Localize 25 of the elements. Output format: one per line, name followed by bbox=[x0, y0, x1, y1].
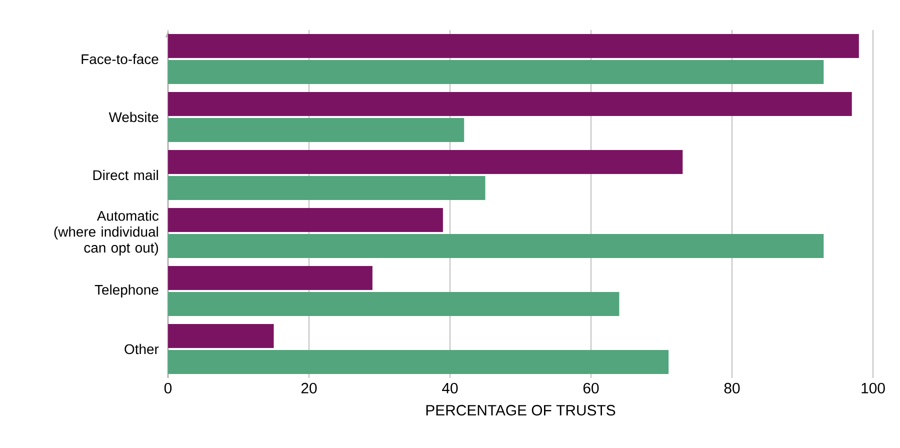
bar bbox=[168, 234, 824, 258]
bar bbox=[168, 292, 620, 316]
x-tick-label: 20 bbox=[301, 382, 317, 394]
bar bbox=[168, 92, 852, 116]
bar bbox=[168, 60, 824, 84]
x-axis-title: PERCENTAGE OF TRUSTS bbox=[426, 404, 616, 416]
x-tick-label: 0 bbox=[164, 382, 172, 394]
x-tick-label: 80 bbox=[724, 382, 740, 394]
y-tick-label: Website bbox=[108, 112, 158, 122]
bar bbox=[168, 266, 372, 290]
bar bbox=[168, 208, 443, 232]
x-tick-label: 40 bbox=[442, 382, 458, 394]
x-tick-label: 60 bbox=[583, 382, 599, 394]
y-tick-label: Direct mail bbox=[93, 170, 158, 180]
x-tick-label: 100 bbox=[862, 382, 885, 394]
y-tick-label: Other bbox=[124, 344, 159, 354]
y-tick-label: Telephone bbox=[94, 284, 158, 298]
bar bbox=[168, 118, 464, 142]
bar bbox=[168, 324, 274, 348]
bar bbox=[168, 34, 859, 58]
bar bbox=[168, 350, 669, 374]
bar bbox=[168, 150, 683, 174]
y-tick-label: Face-to-face bbox=[82, 54, 158, 64]
bar bbox=[168, 176, 486, 200]
y-tick-label: Automatic (where individual can opt out) bbox=[54, 210, 159, 256]
